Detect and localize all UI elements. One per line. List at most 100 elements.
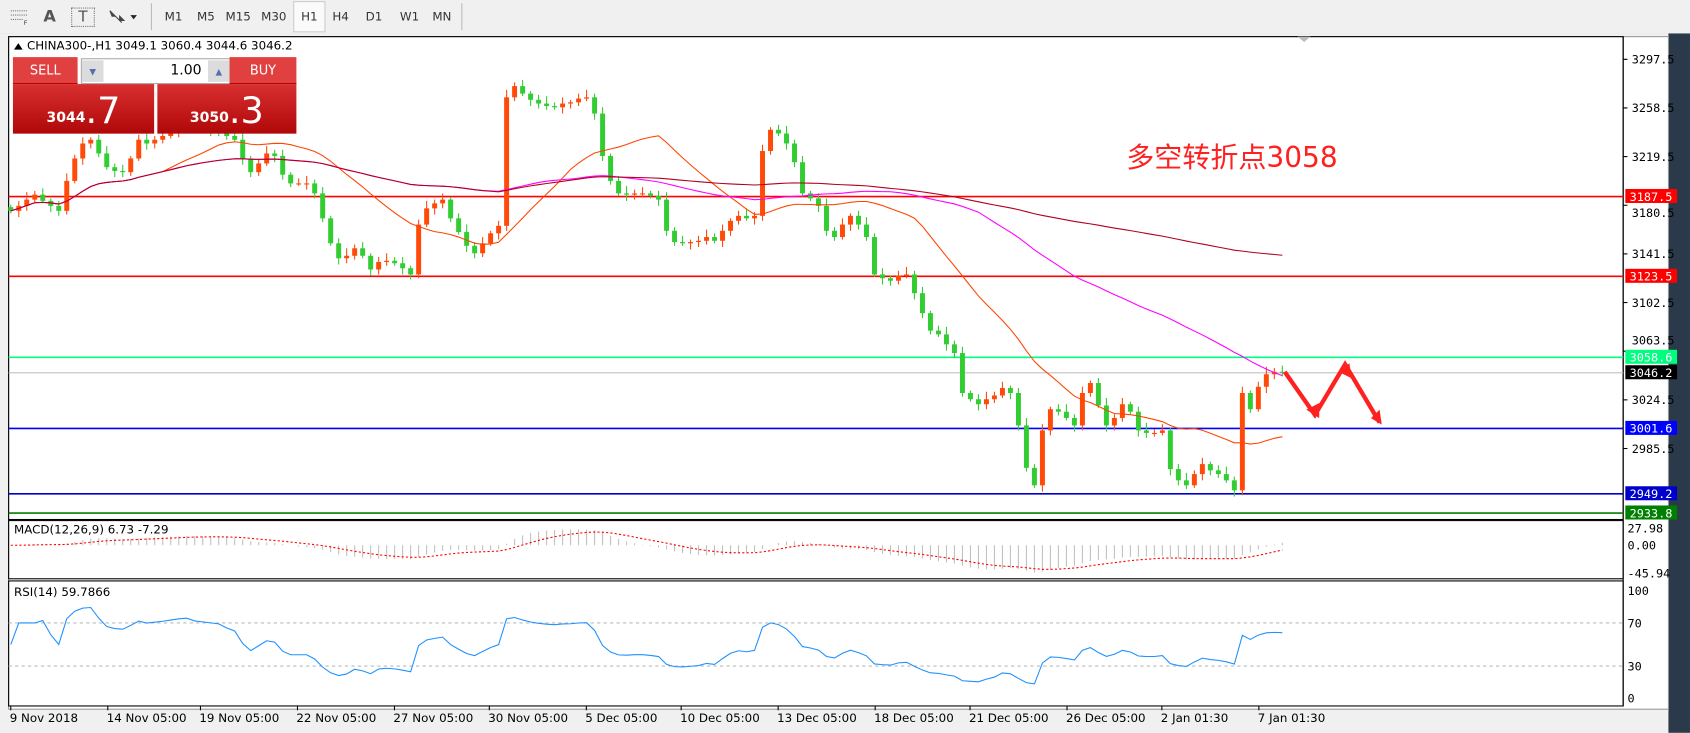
candle-body: [1103, 405, 1109, 426]
candle-body: [1183, 480, 1189, 486]
candle-body: [744, 215, 750, 219]
candle-body: [632, 193, 638, 195]
candle-body: [816, 198, 821, 206]
price-chart[interactable]: 3297.5 3258.5 3219.5 3180.5 3141.5 3102.5 3063…: [0, 33, 1690, 733]
candle-body: [384, 260, 390, 263]
candle-body: [704, 237, 710, 241]
candle-body: [800, 162, 805, 194]
window-edge: [1668, 33, 1690, 733]
timeframe-m1-button[interactable]: M1: [164, 9, 183, 24]
x-tick-label: 27 Nov 05:00: [393, 711, 473, 725]
timeframe-h1-button[interactable]: H1: [293, 1, 326, 33]
candle-body: [448, 199, 454, 219]
level-price-label: 3001.6: [1630, 422, 1673, 436]
candle-body: [808, 193, 813, 199]
buy-button[interactable]: BUY: [229, 57, 297, 85]
toolbar: F A T M1 M5 M15 M30 H1 H4 D1 W1 MN: [0, 0, 1690, 35]
lot-increase-button[interactable]: ▲: [208, 60, 230, 82]
chart-shift-marker: [1297, 36, 1311, 43]
candle-body: [1135, 411, 1141, 431]
arrows-icon[interactable]: [106, 4, 140, 28]
candle-body: [96, 139, 102, 154]
period-separator-icon[interactable]: F: [6, 4, 32, 28]
candle-body: [864, 224, 869, 238]
moving-average-line: [10, 135, 1283, 445]
candle-body: [368, 255, 374, 270]
candle-body: [520, 86, 526, 94]
candle-body: [440, 199, 446, 204]
candle-body: [951, 344, 957, 354]
candle-body: [991, 395, 997, 400]
text-icon[interactable]: A: [43, 6, 56, 26]
candle-body: [392, 260, 398, 264]
candle-body: [560, 103, 566, 108]
macd-tick-label: 27.98: [1627, 521, 1663, 535]
candle-body: [1031, 467, 1037, 486]
candle-body: [624, 193, 630, 195]
timeframe-w1-button[interactable]: W1: [399, 9, 420, 24]
candle-body: [696, 240, 702, 243]
candle-body: [592, 97, 598, 114]
candle-body: [688, 242, 694, 244]
timeframe-mn-button[interactable]: MN: [432, 9, 452, 24]
macd-label: MACD(12,26,9) 6.73 -7.29: [14, 523, 169, 537]
candle-body: [360, 248, 366, 256]
level-price-label: 3046.2: [1630, 366, 1673, 380]
candle-body: [512, 86, 518, 98]
macd-signal-line: [10, 531, 1283, 570]
candle-body: [1247, 392, 1253, 410]
candle-body: [728, 220, 734, 231]
x-tick-label: 13 Dec 05:00: [777, 711, 857, 725]
candle-body: [552, 106, 558, 108]
candle-body: [880, 274, 885, 279]
lot-size-input[interactable]: ▼ 1.00 ▲: [80, 58, 231, 85]
candle-body: [1191, 474, 1197, 486]
timeframe-m30-button[interactable]: M30: [261, 9, 287, 24]
candle-body: [80, 143, 86, 159]
candle-body: [983, 399, 989, 405]
lot-decrease-button[interactable]: ▼: [81, 60, 104, 82]
candle-body: [1119, 404, 1125, 418]
candle-body: [1199, 464, 1205, 475]
candle-body: [416, 224, 422, 275]
timeframe-m5-button[interactable]: M5: [196, 9, 215, 24]
candle-body: [112, 167, 118, 171]
text-label-icon[interactable]: T: [71, 7, 95, 27]
macd-tick-label: -45.94: [1627, 567, 1670, 581]
level-price-tag: [1625, 268, 1678, 283]
candle-body: [568, 102, 574, 104]
sell-button[interactable]: SELL: [12, 57, 78, 85]
candle-body: [288, 174, 294, 184]
candle-body: [32, 194, 38, 200]
level-price-label: 2933.8: [1630, 506, 1673, 520]
x-tick-label: 26 Dec 05:00: [1066, 711, 1146, 725]
candle-body: [1215, 470, 1221, 475]
sell-price-main: 3044: [46, 109, 86, 127]
candle-body: [328, 218, 334, 244]
candle-body: [56, 205, 62, 211]
candle-body: [832, 230, 837, 238]
buy-price-button[interactable]: 3050.3: [157, 84, 297, 134]
candle-body: [488, 233, 494, 244]
candle-body: [456, 218, 462, 233]
chart-header: CHINA300-,H1 3049.1 3060.4 3044.6 3046.2: [27, 39, 293, 53]
candle-body: [336, 243, 342, 259]
level-price-tag: [1625, 486, 1678, 501]
level-price-label: 2949.2: [1630, 487, 1673, 501]
candle-body: [1151, 432, 1157, 434]
candle-body: [72, 158, 78, 181]
level-price-label: 3058.6: [1630, 351, 1673, 365]
timeframe-d1-button[interactable]: D1: [365, 9, 383, 24]
candle-body: [967, 392, 973, 400]
timeframe-m15-button[interactable]: M15: [225, 9, 251, 24]
timeframe-h4-button[interactable]: H4: [332, 9, 349, 24]
candle-body: [1063, 411, 1069, 418]
candle-body: [576, 98, 582, 103]
sell-price-button[interactable]: 3044.7: [12, 84, 155, 134]
y-tick-label: 3180.5: [1632, 206, 1675, 220]
candle-body: [1055, 409, 1061, 412]
rsi-tick-label: 100: [1627, 584, 1648, 598]
candle-body: [40, 194, 46, 201]
x-tick-label: 10 Dec 05:00: [680, 711, 760, 725]
macd-panel: [8, 520, 1624, 580]
